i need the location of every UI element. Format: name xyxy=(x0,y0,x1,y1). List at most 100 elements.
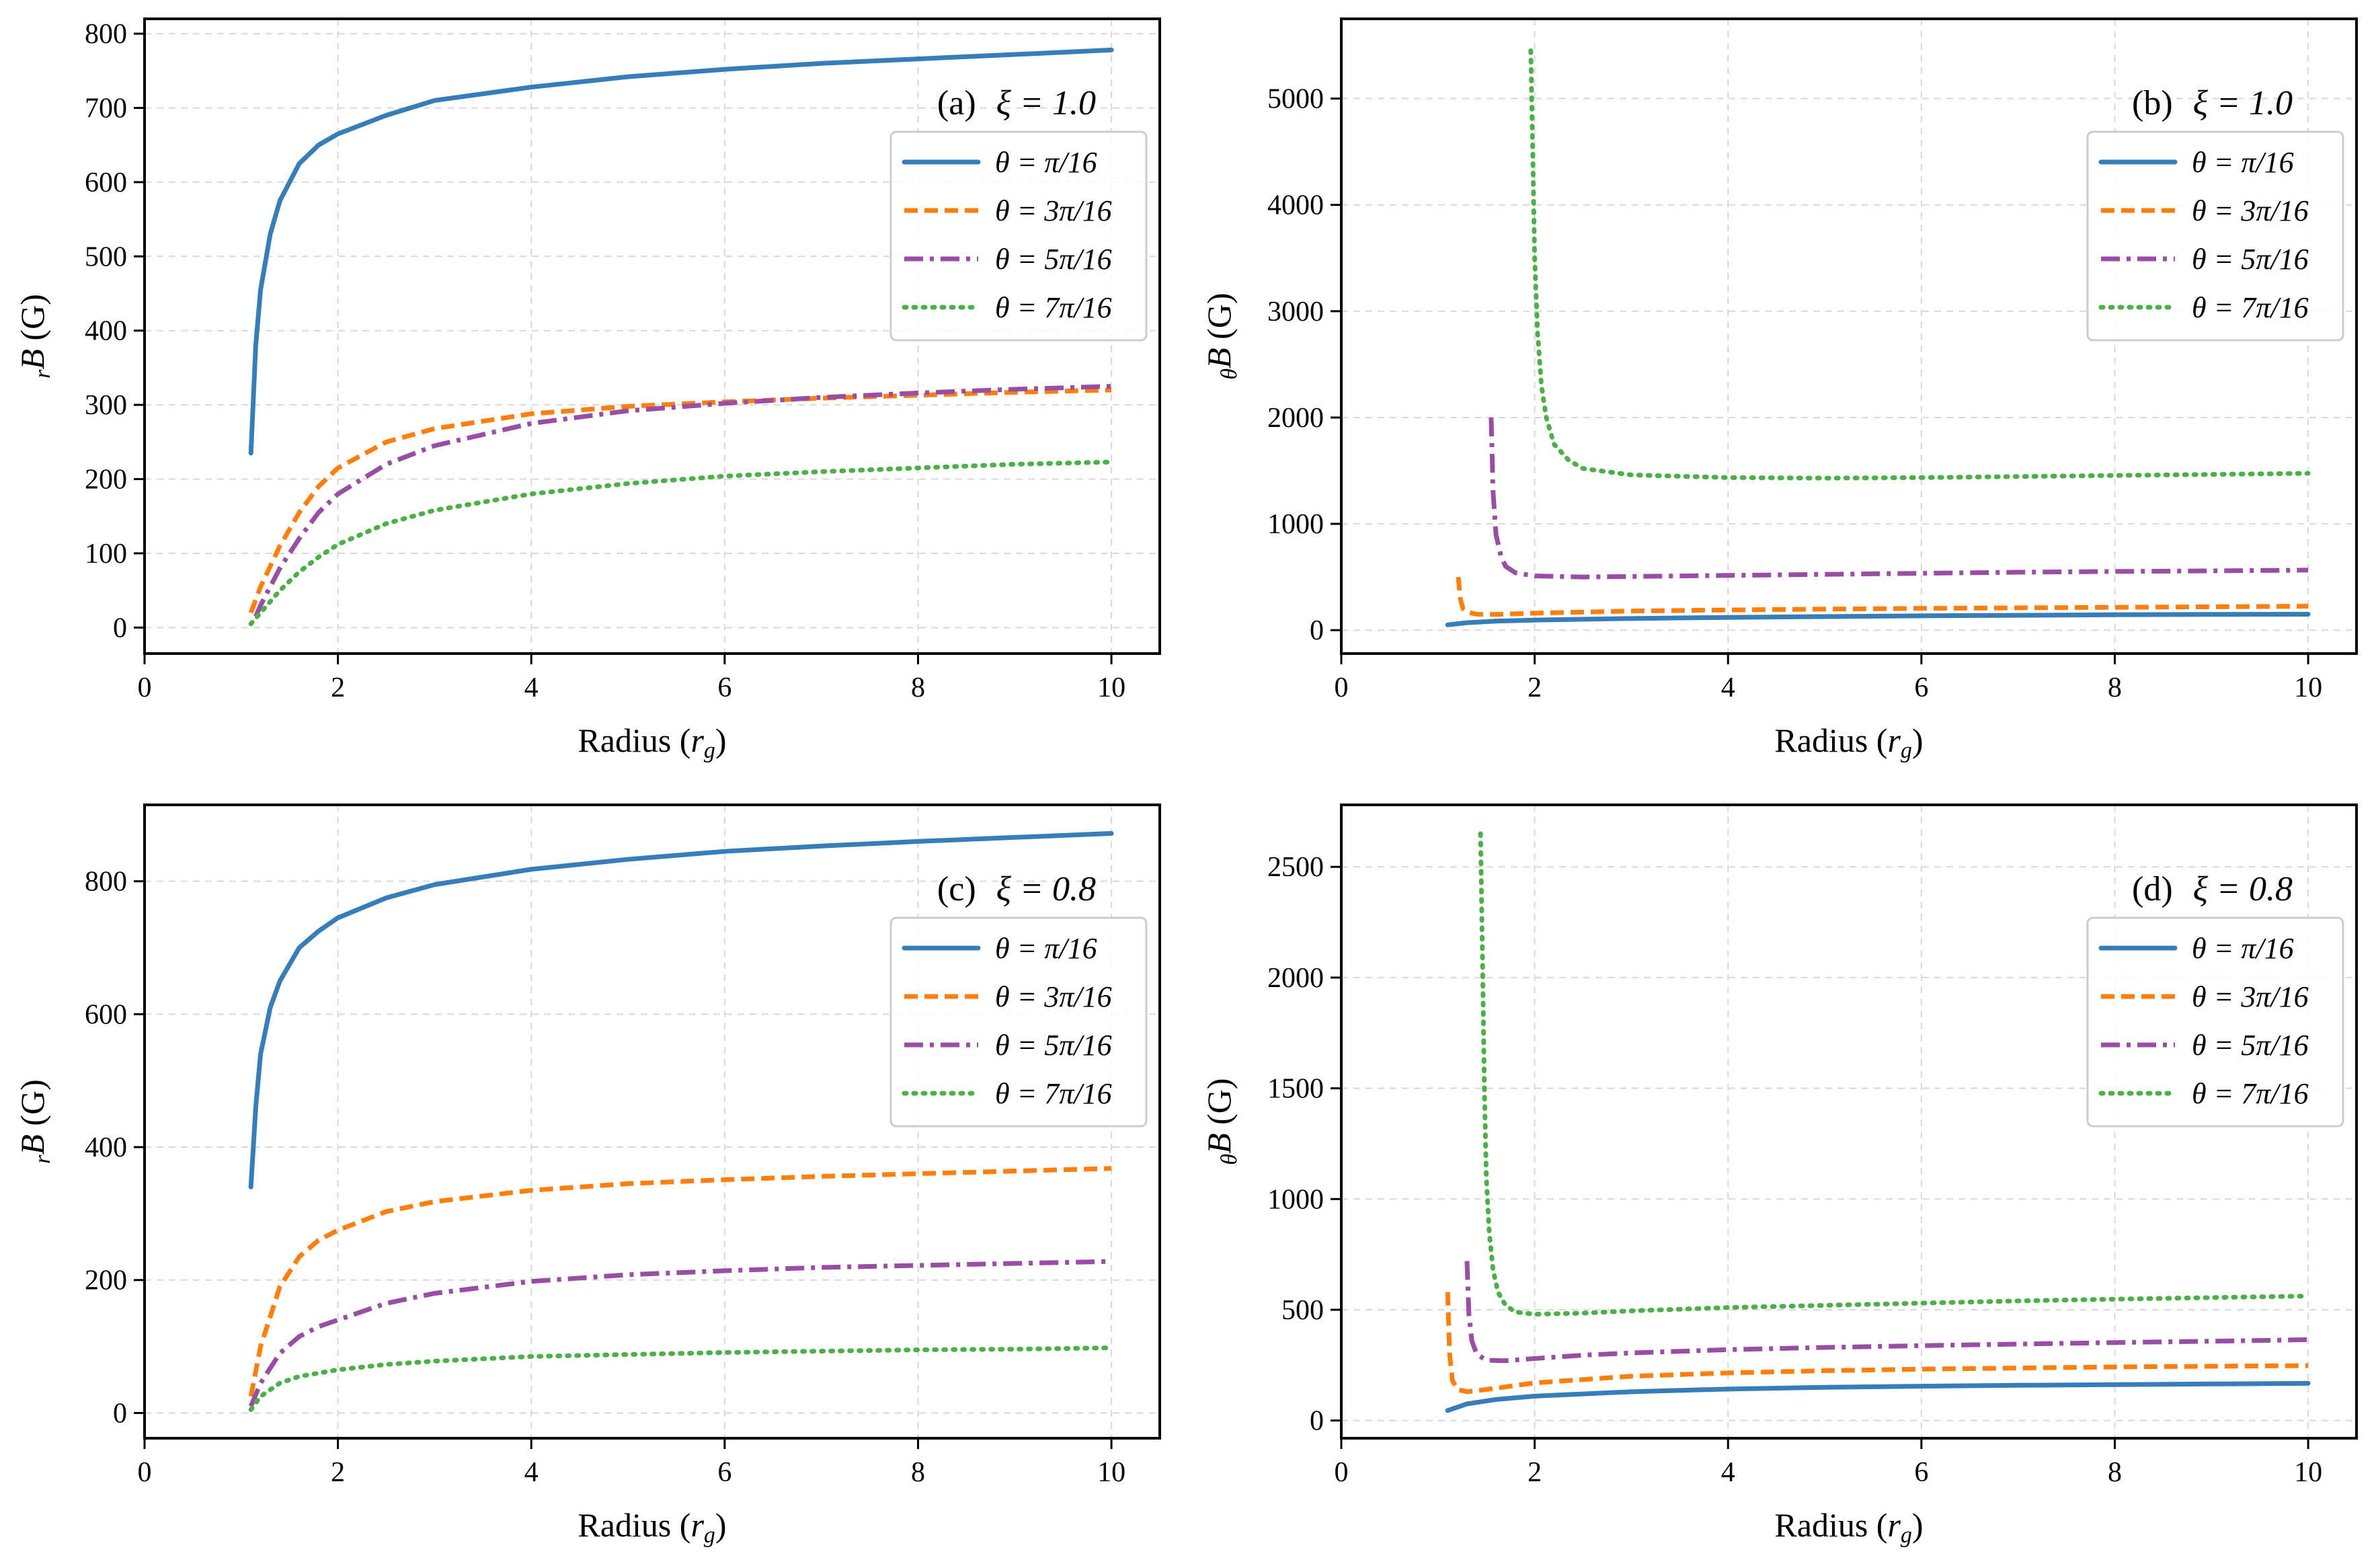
x-tick-label: 6 xyxy=(717,672,731,703)
y-tick-label: 400 xyxy=(85,316,127,347)
panel-label: (d) xyxy=(2132,870,2173,908)
x-axis-label-close: ) xyxy=(715,721,727,759)
legend: θ = π/16 θ = 3π/16 θ = 5π/16 θ = 7π/16 xyxy=(2086,130,2344,342)
legend-label-3: θ = 5π/16 xyxy=(2192,1029,2309,1062)
y-tick-label: 1000 xyxy=(1267,509,1324,540)
y-tick-label: 500 xyxy=(1281,1295,1324,1326)
x-tick-label: 10 xyxy=(1097,672,1125,703)
x-axis-label-sub: g xyxy=(1901,1523,1912,1548)
x-tick-label: 4 xyxy=(524,1457,539,1488)
data-series-group xyxy=(1445,831,2311,1413)
y-axis-label-unit: (G) xyxy=(1200,1078,1238,1133)
panel-xi-value: ξ = 1.0 xyxy=(2193,84,2293,122)
x-axis-label: Radius (rg) xyxy=(1774,721,1923,763)
y-tick-label: 800 xyxy=(85,867,127,898)
x-tick-label: 10 xyxy=(2294,672,2322,703)
y-tick-label: 0 xyxy=(1310,1406,1324,1437)
x-tick-label: 8 xyxy=(911,1457,925,1488)
legend-box xyxy=(2086,130,2344,342)
y-tick-label: 2000 xyxy=(1267,963,1324,994)
panel-label: (c) xyxy=(937,870,976,908)
series-line-3 xyxy=(248,1259,1112,1407)
x-tick-label: 0 xyxy=(138,1457,152,1488)
x-tick-label: 2 xyxy=(1528,1457,1542,1488)
x-tick-label: 4 xyxy=(524,672,539,703)
axes-frame xyxy=(1340,803,2358,1440)
series-line-1 xyxy=(1445,1380,2311,1413)
y-tick-label: 400 xyxy=(85,1132,127,1163)
legend: θ = π/16 θ = 3π/16 θ = 5π/16 θ = 7π/16 xyxy=(889,130,1148,342)
legend-box xyxy=(2086,916,2344,1128)
y-tick-label: 700 xyxy=(85,93,127,124)
legend-label-1: θ = π/16 xyxy=(995,932,1097,965)
legend-label-1: θ = π/16 xyxy=(2192,932,2294,965)
x-tick-label: 8 xyxy=(911,672,925,703)
legend-label-2: θ = 3π/16 xyxy=(2192,980,2309,1013)
y-axis-label-sub: θ xyxy=(1217,1154,1242,1165)
y-axis-label-sub: r xyxy=(30,1154,55,1164)
y-tick-label: 600 xyxy=(85,167,127,198)
y-axis-label-main: B xyxy=(13,1134,51,1155)
x-axis-label-main: Radius ( xyxy=(578,1506,690,1544)
y-tick-label: 2500 xyxy=(1267,852,1324,883)
axes-frame xyxy=(1340,17,2358,655)
series-line-4 xyxy=(248,1345,1114,1412)
panel-annotation: (a) ξ = 1.0 xyxy=(937,84,1096,122)
panel-annotation: (b) ξ = 1.0 xyxy=(2132,84,2293,122)
y-axis-label-unit: (G) xyxy=(1200,292,1238,348)
x-axis-label-main: Radius ( xyxy=(1774,721,1887,759)
y-axis-label: rB (G) xyxy=(13,1079,55,1164)
x-axis-label-sub: g xyxy=(704,738,715,763)
series-line-2 xyxy=(1445,1292,2309,1395)
x-tick-label: 8 xyxy=(2108,1457,2122,1488)
series-line-1 xyxy=(1445,611,2311,627)
y-tick-label: 200 xyxy=(85,1265,127,1296)
y-tick-label: 200 xyxy=(85,465,127,496)
y-axis-label: θB (G) xyxy=(1200,292,1242,379)
x-tick-label: 6 xyxy=(717,1457,731,1488)
x-tick-label: 6 xyxy=(1914,672,1928,703)
panel-annotation: (c) ξ = 0.8 xyxy=(937,870,1096,908)
y-tick-label: 100 xyxy=(85,539,127,570)
x-axis-label-var: r xyxy=(690,721,704,759)
y-axis-label: rB (G) xyxy=(13,294,55,379)
x-tick-label: 0 xyxy=(1335,1457,1349,1488)
panel-label: (b) xyxy=(2132,84,2173,122)
chart-panel-2: 0 2 4 6 8 10 0 1000 2000 3000 4000 5000 Radius (rg) θ… xyxy=(1200,17,2358,763)
chart-panel-4: 0 2 4 6 8 10 0 500 1000 1500 2000 2500 Radius (rg) θB… xyxy=(1200,803,2358,1548)
legend-label-2: θ = 3π/16 xyxy=(995,194,1112,227)
y-tick-label: 5000 xyxy=(1267,84,1324,115)
x-tick-label: 10 xyxy=(1097,1457,1125,1488)
x-tick-label: 4 xyxy=(1721,672,1735,703)
series-line-2 xyxy=(248,1166,1112,1397)
y-axis-label: θB (G) xyxy=(1200,1078,1242,1165)
x-tick-label: 4 xyxy=(1721,1457,1735,1488)
y-axis-label-unit: (G) xyxy=(13,294,51,349)
y-tick-label: 1500 xyxy=(1267,1074,1324,1105)
legend-label-3: θ = 5π/16 xyxy=(2192,243,2309,276)
x-axis-label-main: Radius ( xyxy=(1774,1506,1887,1544)
axes-frame xyxy=(143,803,1161,1440)
x-tick-label: 2 xyxy=(331,1457,345,1488)
x-axis-label-var: r xyxy=(1887,1506,1901,1544)
x-tick-label: 2 xyxy=(1528,672,1542,703)
y-tick-label: 0 xyxy=(113,613,127,643)
legend-label-3: θ = 5π/16 xyxy=(995,1029,1112,1062)
y-tick-label: 800 xyxy=(85,19,127,50)
x-axis-label-main: Radius ( xyxy=(578,721,690,759)
series-line-2 xyxy=(1456,576,2309,617)
legend: θ = π/16 θ = 3π/16 θ = 5π/16 θ = 7π/16 xyxy=(2086,916,2344,1128)
x-axis-label: Radius (rg) xyxy=(578,1506,726,1548)
y-tick-label: 500 xyxy=(85,241,127,272)
legend-label-1: θ = π/16 xyxy=(995,146,1097,179)
x-tick-label: 0 xyxy=(138,672,152,703)
panel-xi-value: ξ = 0.8 xyxy=(996,870,1096,908)
data-series-group xyxy=(248,47,1114,627)
y-tick-label: 3000 xyxy=(1267,297,1324,327)
x-axis-label-close: ) xyxy=(1912,1506,1924,1544)
legend-label-4: θ = 7π/16 xyxy=(2192,1077,2309,1110)
